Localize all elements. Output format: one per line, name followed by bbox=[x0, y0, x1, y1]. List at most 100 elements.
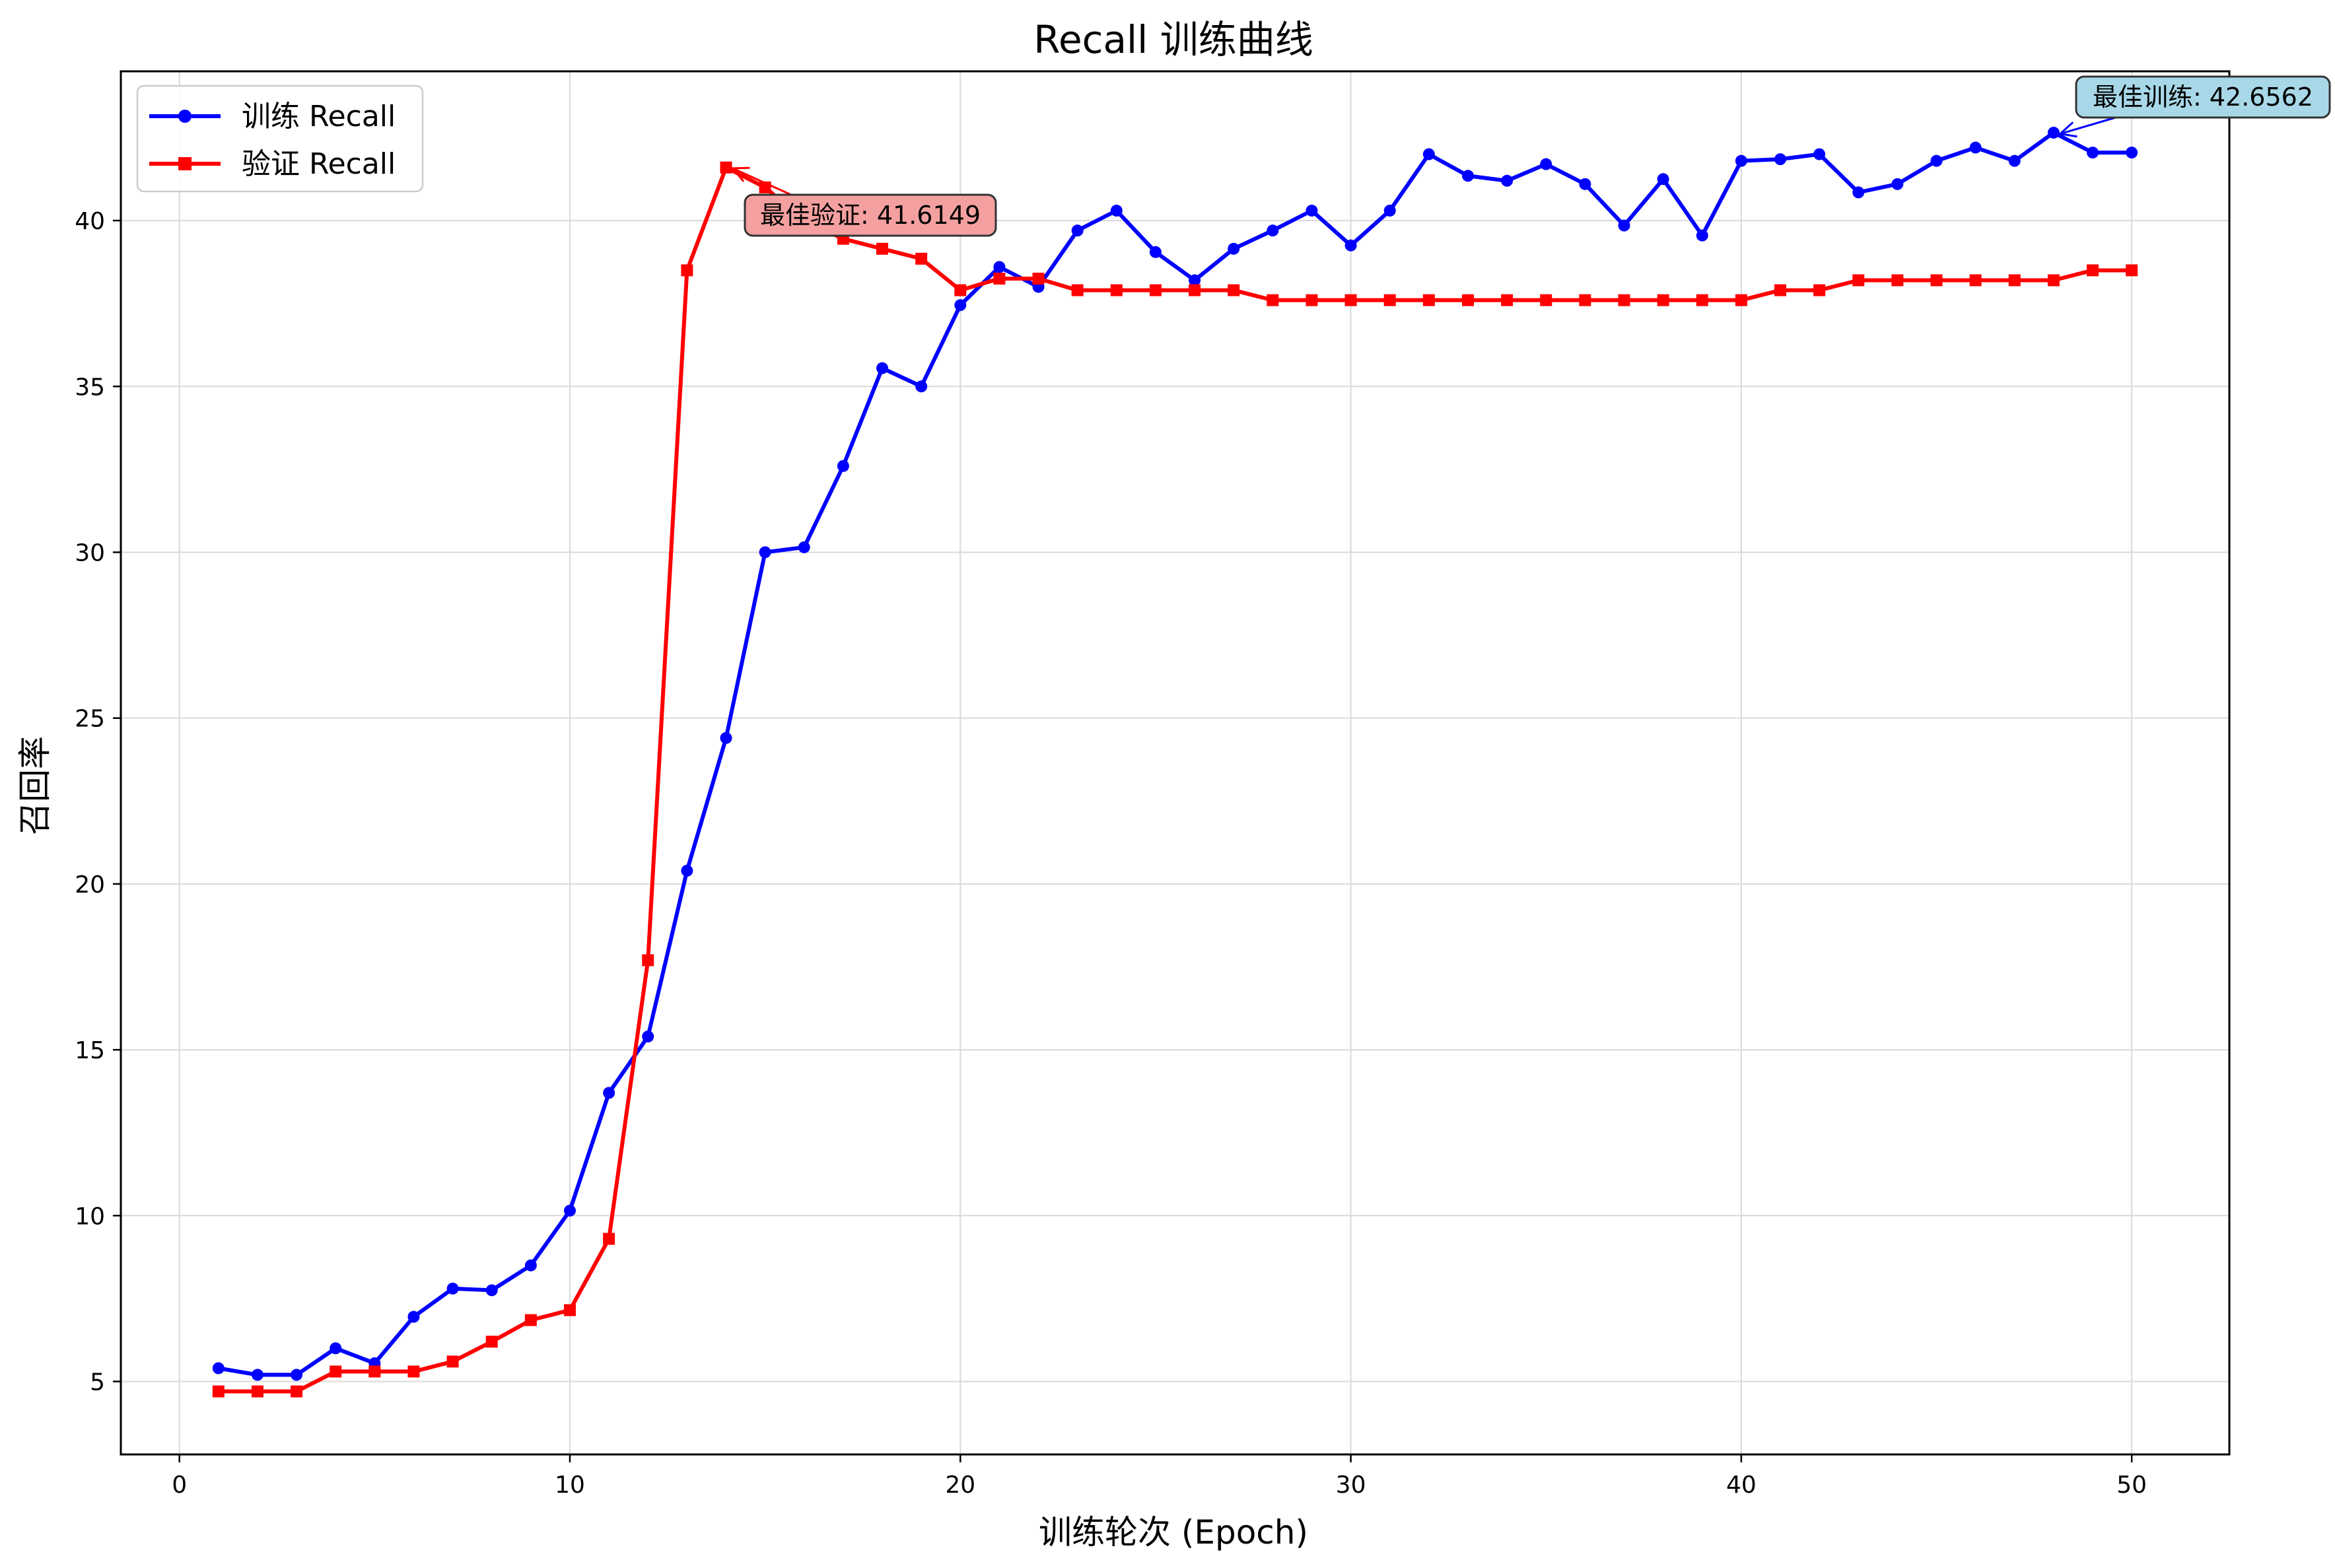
annotations: 最佳验证: 41.6149 最佳训练: 42.6562 bbox=[730, 75, 2331, 237]
data-point bbox=[1579, 294, 1591, 306]
data-point bbox=[1540, 294, 1552, 306]
data-point bbox=[1228, 242, 1240, 255]
data-point bbox=[1110, 284, 1123, 296]
data-point bbox=[1501, 294, 1514, 306]
annotation-box bbox=[2075, 75, 2331, 119]
data-point bbox=[1891, 274, 1904, 287]
series-line bbox=[218, 165, 2132, 1394]
annotation-arrowhead bbox=[730, 166, 750, 182]
data-point bbox=[1071, 224, 1084, 237]
data-point bbox=[681, 264, 693, 277]
data-point bbox=[1344, 239, 1357, 252]
axis-ticks: 0 10 20 30 40 50 5 10 15 20 25 30 35 40 bbox=[75, 208, 2147, 1499]
plot-frame bbox=[120, 70, 2231, 1456]
x-tick-label: 0 bbox=[172, 1472, 187, 1499]
data-point bbox=[915, 380, 928, 393]
data-point bbox=[485, 1284, 498, 1297]
data-point bbox=[1813, 148, 1826, 160]
data-point bbox=[251, 1385, 263, 1398]
data-point bbox=[524, 1259, 537, 1272]
x-tick-label: 40 bbox=[1726, 1472, 1757, 1499]
data-point bbox=[1149, 246, 1162, 258]
data-point bbox=[642, 954, 654, 967]
data-point bbox=[1344, 294, 1357, 306]
data-point bbox=[1032, 272, 1045, 285]
data-point bbox=[1657, 294, 1669, 306]
data-point bbox=[1267, 294, 1279, 306]
annotation-label: 最佳验证: 41.6149 bbox=[760, 201, 981, 230]
data-point bbox=[1189, 284, 1201, 296]
data-point bbox=[1267, 224, 1279, 237]
annotation-arrow bbox=[2060, 116, 2116, 135]
data-point bbox=[1189, 274, 1201, 287]
data-point bbox=[407, 1311, 420, 1323]
data-point bbox=[291, 1369, 303, 1381]
data-point bbox=[1891, 178, 1904, 190]
data-point bbox=[2087, 147, 2099, 159]
series-line bbox=[218, 130, 2132, 1377]
annotation-best-val: 最佳验证: 41.6149 bbox=[730, 166, 997, 237]
data-point bbox=[2087, 264, 2099, 277]
data-point bbox=[368, 1365, 381, 1378]
series-val bbox=[212, 161, 2138, 1398]
annotation-box bbox=[744, 193, 997, 237]
data-point bbox=[915, 252, 928, 265]
data-point bbox=[524, 1314, 537, 1326]
legend-label: 训练 Recall bbox=[242, 100, 396, 133]
data-point bbox=[563, 1204, 576, 1217]
data-point bbox=[954, 284, 967, 296]
data-point bbox=[720, 161, 732, 174]
data-point bbox=[1813, 284, 1826, 296]
data-point bbox=[1969, 141, 1982, 154]
data-point bbox=[1852, 274, 1865, 287]
data-point bbox=[798, 541, 810, 553]
data-point bbox=[1618, 219, 1630, 232]
data-point bbox=[1930, 154, 1943, 167]
data-point bbox=[1969, 274, 1982, 287]
data-point bbox=[1383, 205, 1396, 217]
grid-lines bbox=[121, 71, 2229, 1454]
data-point bbox=[1852, 186, 1865, 199]
annotation-label: 最佳训练: 42.6562 bbox=[2093, 83, 2313, 112]
legend-entry-val: 验证 Recall bbox=[149, 147, 396, 181]
y-tick-label: 5 bbox=[90, 1369, 105, 1396]
data-point bbox=[330, 1365, 342, 1378]
data-point bbox=[2047, 126, 2060, 139]
y-tick-label: 35 bbox=[75, 374, 105, 401]
data-point bbox=[993, 272, 1006, 285]
data-point bbox=[1461, 294, 1474, 306]
data-point bbox=[954, 299, 967, 312]
data-point bbox=[2047, 274, 2060, 287]
data-point bbox=[876, 362, 889, 374]
legend-entry-train: 训练 Recall bbox=[149, 100, 396, 133]
data-point bbox=[1657, 173, 1669, 186]
data-point bbox=[720, 732, 732, 744]
data-point bbox=[2008, 274, 2021, 287]
y-tick-label: 40 bbox=[75, 208, 105, 235]
data-point bbox=[1696, 229, 1708, 242]
data-point bbox=[1110, 205, 1123, 217]
data-point bbox=[1383, 294, 1396, 306]
data-point bbox=[642, 1030, 654, 1042]
data-point bbox=[1228, 284, 1240, 296]
legend-marker bbox=[178, 110, 192, 123]
data-point bbox=[251, 1369, 263, 1381]
data-point bbox=[291, 1385, 303, 1398]
annotation-best-train: 最佳训练: 42.6562 bbox=[2058, 75, 2331, 138]
legend: 训练 Recall 验证 Recall bbox=[136, 85, 424, 193]
x-tick-label: 20 bbox=[945, 1472, 975, 1499]
legend-label: 验证 Recall bbox=[242, 147, 396, 181]
data-point bbox=[1774, 153, 1787, 166]
data-point bbox=[1149, 284, 1162, 296]
data-point bbox=[2126, 264, 2138, 277]
chart-title: Recall 训练曲线 bbox=[1033, 17, 1313, 62]
data-point bbox=[1540, 158, 1552, 170]
data-point bbox=[212, 1362, 225, 1375]
data-point bbox=[1930, 274, 1943, 287]
data-point bbox=[603, 1087, 615, 1099]
data-point bbox=[1306, 205, 1318, 217]
data-point bbox=[2126, 147, 2138, 159]
annotation-arrowhead bbox=[2058, 121, 2077, 138]
